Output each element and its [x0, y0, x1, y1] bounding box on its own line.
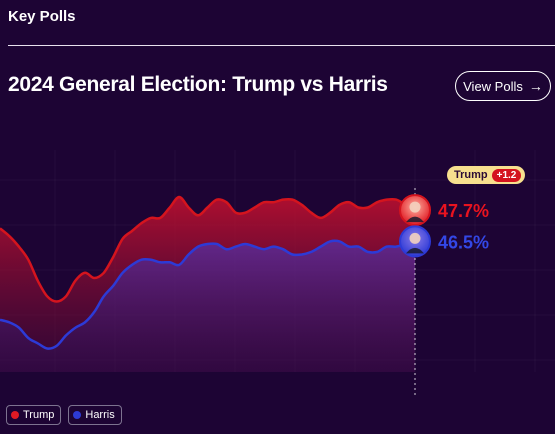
trump-line — [0, 195, 416, 303]
lead-badge: Trump +1.2 — [447, 166, 526, 184]
legend-label-trump: Trump — [23, 409, 55, 421]
legend-item-trump[interactable]: Trump — [6, 405, 62, 425]
harris-value-label: 46.5% — [438, 232, 489, 252]
lead-margin: +1.2 — [491, 168, 522, 182]
legend-label-harris: Harris — [85, 409, 115, 421]
trump-value-label: 47.7% — [438, 201, 489, 221]
harris-area — [0, 240, 415, 372]
legend-item-harris[interactable]: Harris — [68, 405, 122, 425]
poll-chart: 47.7% 46.5% — [0, 150, 555, 395]
harris-dot-icon — [73, 411, 82, 419]
harris-line — [0, 239, 416, 350]
arrow-right-icon: → — [528, 78, 543, 94]
page-title: 2024 General Election: Trump vs Harris — [8, 73, 388, 96]
trump-avatar — [399, 194, 431, 227]
harris-avatar — [399, 225, 431, 258]
view-polls-button[interactable]: View Polls → — [455, 71, 551, 101]
trump-dot-icon — [11, 411, 19, 419]
section-title: Key Polls — [8, 8, 76, 25]
divider — [8, 45, 555, 46]
legend: Trump Harris — [6, 405, 122, 425]
leader-name: Trump — [454, 169, 488, 181]
view-polls-label: View Polls — [463, 78, 523, 94]
